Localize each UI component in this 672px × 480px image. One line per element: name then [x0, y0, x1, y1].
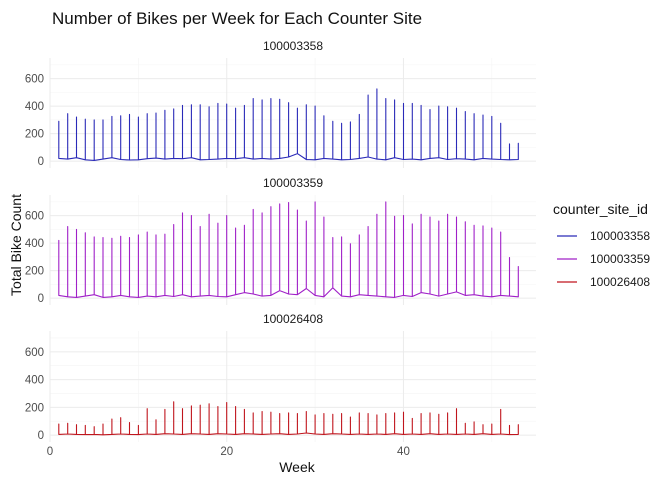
legend-title: counter_site_id: [553, 201, 648, 217]
legend-label-100003358: 100003358: [590, 229, 650, 243]
series-line-100026408: [58, 401, 519, 436]
y-tick-label: 400: [25, 238, 44, 250]
panel-100026408: 100026408 0 200 400 600: [25, 312, 536, 442]
legend-label-100003359: 100003359: [590, 252, 650, 266]
y-tick-label: 200: [25, 266, 44, 278]
series-line-100003358: [58, 88, 519, 161]
panel-100003358: 100003358 0 200 400 600: [25, 39, 536, 168]
panel-strip-label: 100026408: [263, 312, 323, 326]
y-tick-label: 0: [38, 430, 44, 442]
legend-label-100026408: 100026408: [590, 275, 650, 289]
panel-strip-label: 100003359: [263, 176, 323, 190]
x-tick-label: 0: [47, 446, 53, 458]
y-tick-label: 200: [25, 129, 44, 141]
y-tick-label: 400: [25, 375, 44, 387]
panel-100003359: 100003359 0 200 400 600: [25, 176, 536, 305]
y-tick-label: 600: [25, 211, 44, 223]
y-tick-label: 0: [38, 156, 44, 168]
y-tick-label: 600: [25, 347, 44, 359]
legend: counter_site_id 100003358 100003359 100026…: [553, 201, 650, 289]
x-axis-title: Week: [279, 459, 316, 475]
x-tick-label: 40: [397, 446, 410, 458]
chart-title: Number of Bikes per Week for Each Counte…: [52, 9, 422, 28]
panel-strip-label: 100003358: [263, 39, 323, 53]
y-tick-label: 200: [25, 402, 44, 414]
chart-panels: 1000033580200400600100003359020040060010…: [25, 39, 536, 442]
y-tick-label: 0: [38, 293, 44, 305]
y-tick-label: 600: [25, 74, 44, 86]
x-axis: 0 20 40: [47, 446, 410, 458]
series-line-100003359: [58, 201, 519, 298]
y-tick-label: 400: [25, 101, 44, 113]
x-tick-label: 20: [220, 446, 233, 458]
y-axis-title: Total Bike Count: [8, 194, 24, 296]
